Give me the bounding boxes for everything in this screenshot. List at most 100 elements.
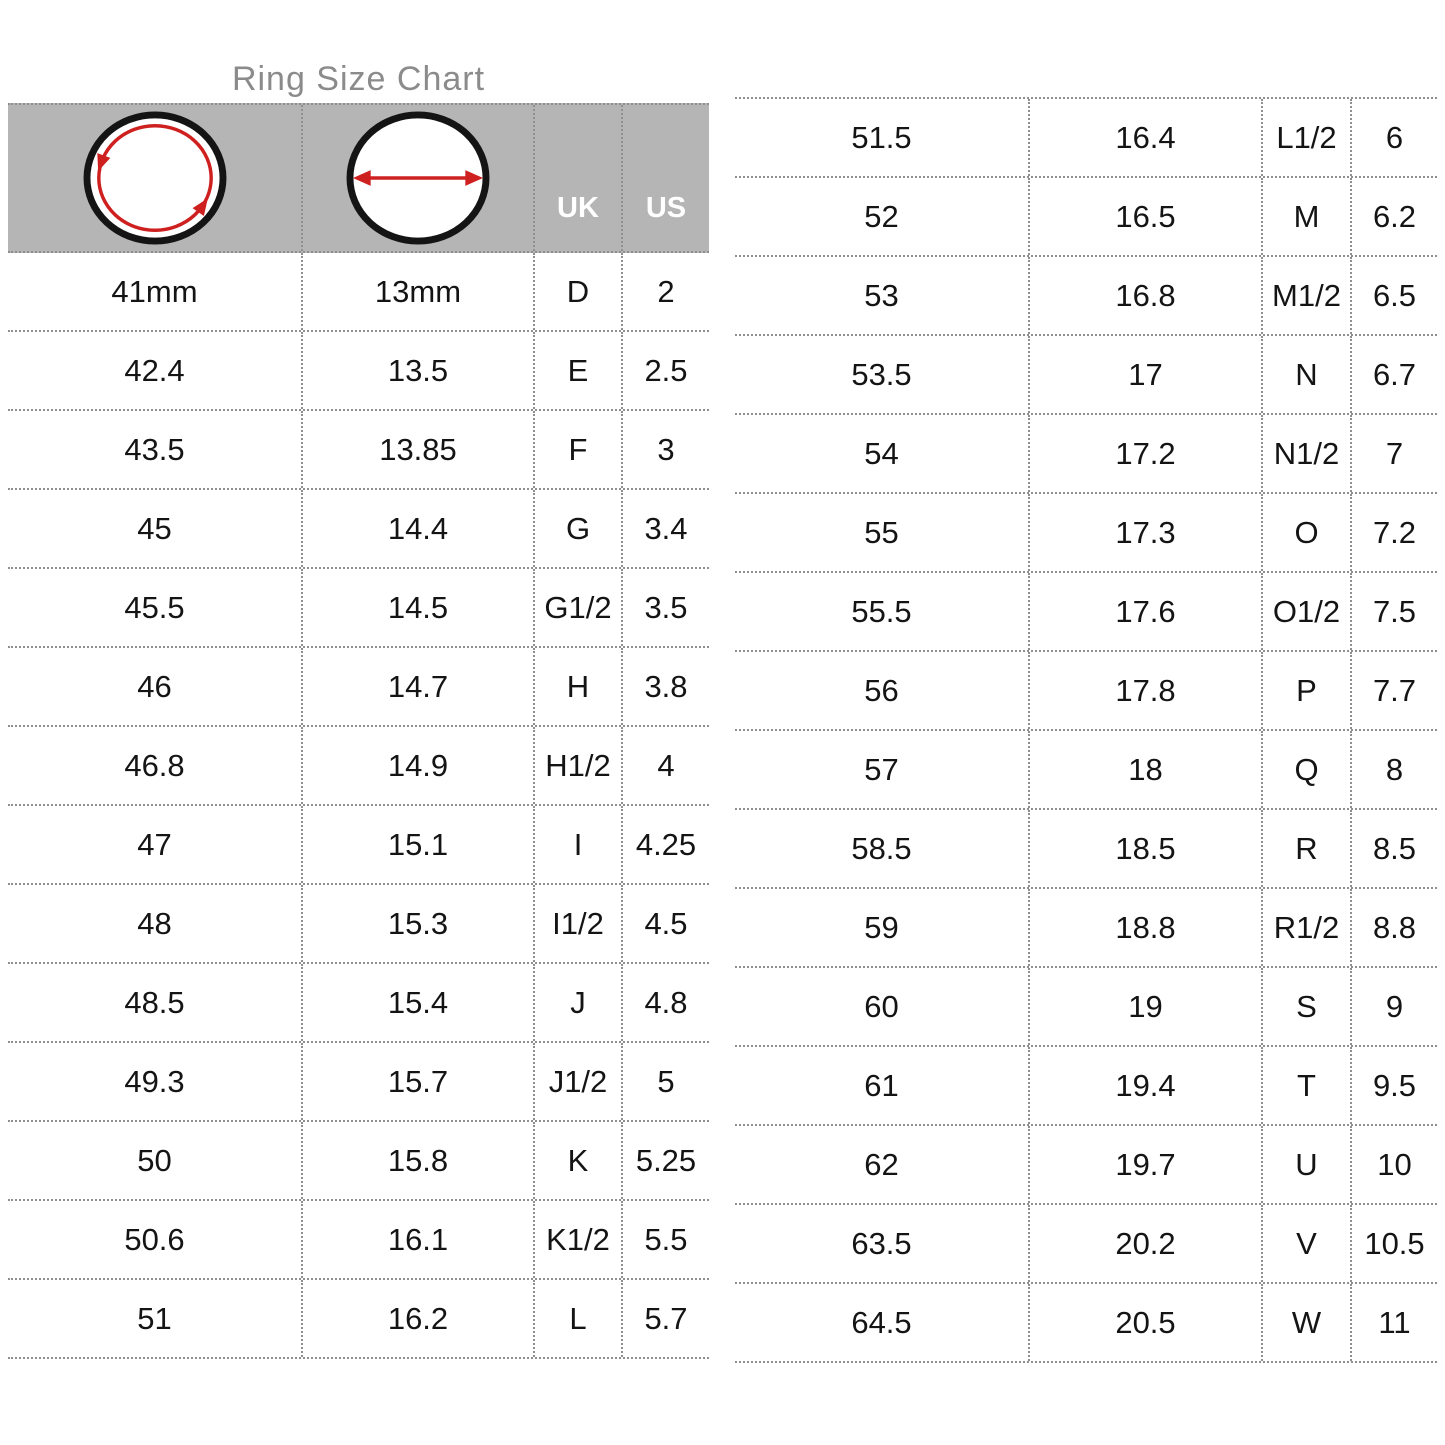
table-row: 56 17.8 P 7.7: [735, 652, 1437, 731]
diameter-cell: 16.2: [303, 1280, 535, 1357]
us-size-cell: 2: [657, 273, 675, 309]
table-header: UK US: [8, 103, 709, 253]
diameter-cell: 17.3: [1030, 494, 1263, 571]
diameter-cell: 14.5: [303, 569, 535, 646]
diameter-cell: 18: [1030, 731, 1263, 808]
us-size-cell: 7.2: [1372, 514, 1417, 550]
diameter-circle-icon: [346, 111, 490, 245]
us-size-cell: 10.5: [1364, 1225, 1425, 1261]
uk-size-cell: F: [535, 411, 623, 488]
uk-size-cell: G1/2: [535, 569, 623, 646]
diameter-cell: 20.2: [1030, 1205, 1263, 1282]
uk-size-cell: J1/2: [535, 1043, 623, 1120]
circumference-cell: 59: [735, 889, 1030, 966]
left-size-table: UK US 41mm 13mm D 2 42.4 13.5 E 2.5 43.5 13.85 F 3 4…: [8, 103, 709, 1359]
uk-size-cell: L: [535, 1280, 623, 1357]
table-row: 51.5 16.4 L1/2 6: [735, 99, 1437, 178]
diameter-cell: 17.8: [1030, 652, 1263, 729]
diameter-cell: 15.8: [303, 1122, 535, 1199]
circumference-cell: 49.3: [8, 1043, 303, 1120]
circumference-cell: 48: [8, 885, 303, 962]
right-table-rows: 51.5 16.4 L1/2 6 52 16.5 M 6.2 53 16.8 M1/2 6.5 53.5…: [735, 99, 1437, 1363]
circumference-cell: 63.5: [735, 1205, 1030, 1282]
diameter-cell: 17.6: [1030, 573, 1263, 650]
us-size-cell: 5: [657, 1063, 675, 1099]
uk-size-cell: N: [1263, 336, 1352, 413]
uk-size-cell: K1/2: [535, 1201, 623, 1278]
table-row: 50.6 16.1 K1/2 5.5: [8, 1201, 709, 1280]
diameter-cell: 19: [1030, 968, 1263, 1045]
table-row: 45 14.4 G 3.4: [8, 490, 709, 569]
table-row: 46.8 14.9 H1/2 4: [8, 727, 709, 806]
circumference-circle-icon: [83, 111, 226, 245]
table-row: 55 17.3 O 7.2: [735, 494, 1437, 573]
circumference-cell: 42.4: [8, 332, 303, 409]
circumference-cell: 60: [735, 968, 1030, 1045]
circumference-cell: 53: [735, 257, 1030, 334]
circumference-cell: 48.5: [8, 964, 303, 1041]
uk-size-cell: T: [1263, 1047, 1352, 1124]
circumference-cell: 56: [735, 652, 1030, 729]
uk-size-cell: Q: [1263, 731, 1352, 808]
us-size-cell: 8.8: [1372, 909, 1417, 945]
uk-size-cell: K: [535, 1122, 623, 1199]
uk-size-cell: W: [1263, 1284, 1352, 1361]
uk-size-cell: I1/2: [535, 885, 623, 962]
table-row: 46 14.7 H 3.8: [8, 648, 709, 727]
circumference-cell: 54: [735, 415, 1030, 492]
circumference-cell: 52: [735, 178, 1030, 255]
uk-size-cell: M1/2: [1263, 257, 1352, 334]
uk-size-cell: N1/2: [1263, 415, 1352, 492]
table-row: 55.5 17.6 O1/2 7.5: [735, 573, 1437, 652]
us-size-cell: 7: [1385, 435, 1404, 471]
uk-size-cell: O: [1263, 494, 1352, 571]
circumference-cell: 58.5: [735, 810, 1030, 887]
circumference-cell: 57: [735, 731, 1030, 808]
table-row: 51 16.2 L 5.7: [8, 1280, 709, 1359]
table-row: 61 19.4 T 9.5: [735, 1047, 1437, 1126]
us-size-cell: 3.8: [644, 668, 688, 704]
us-size-cell: 4.25: [635, 826, 697, 862]
uk-size-cell: M: [1263, 178, 1352, 255]
uk-size-cell: O1/2: [1263, 573, 1352, 650]
diameter-header-cell: [303, 105, 535, 251]
us-size-cell: 4: [657, 747, 675, 783]
table-row: 63.5 20.2 V 10.5: [735, 1205, 1437, 1284]
table-row: 57 18 Q 8: [735, 731, 1437, 810]
circumference-cell: 45: [8, 490, 303, 567]
table-row: 62 19.7 U 10: [735, 1126, 1437, 1205]
uk-size-cell: I: [535, 806, 623, 883]
circumference-cell: 46.8: [8, 727, 303, 804]
us-size-cell: 5.5: [644, 1221, 688, 1257]
table-row: 49.3 15.7 J1/2 5: [8, 1043, 709, 1122]
diameter-cell: 15.7: [303, 1043, 535, 1120]
diameter-cell: 14.4: [303, 490, 535, 567]
uk-size-cell: S: [1263, 968, 1352, 1045]
diameter-cell: 16.8: [1030, 257, 1263, 334]
uk-column-header: UK: [535, 105, 623, 251]
us-size-cell: 6.7: [1372, 356, 1417, 392]
diameter-cell: 15.1: [303, 806, 535, 883]
table-row: 47 15.1 I 4.25: [8, 806, 709, 885]
table-row: 45.5 14.5 G1/2 3.5: [8, 569, 709, 648]
table-row: 53 16.8 M1/2 6.5: [735, 257, 1437, 336]
diameter-cell: 17.2: [1030, 415, 1263, 492]
us-size-cell: 6.2: [1372, 198, 1417, 234]
uk-size-cell: P: [1263, 652, 1352, 729]
right-size-table: 51.5 16.4 L1/2 6 52 16.5 M 6.2 53 16.8 M1/2 6.5 53.5…: [735, 97, 1437, 1363]
circumference-cell: 53.5: [735, 336, 1030, 413]
diameter-cell: 13.5: [303, 332, 535, 409]
circumference-cell: 62: [735, 1126, 1030, 1203]
us-size-cell: 6.5: [1372, 277, 1417, 313]
diameter-cell: 16.1: [303, 1201, 535, 1278]
us-size-cell: 6: [1385, 119, 1404, 155]
uk-size-cell: R: [1263, 810, 1352, 887]
diameter-cell: 18.8: [1030, 889, 1263, 966]
us-size-cell: 3: [657, 431, 675, 467]
uk-size-cell: L1/2: [1263, 99, 1352, 176]
circumference-cell: 41mm: [8, 253, 303, 330]
table-row: 58.5 18.5 R 8.5: [735, 810, 1437, 889]
us-column-header: US: [645, 192, 687, 224]
table-row: 59 18.8 R1/2 8.8: [735, 889, 1437, 968]
uk-size-cell: D: [535, 253, 623, 330]
